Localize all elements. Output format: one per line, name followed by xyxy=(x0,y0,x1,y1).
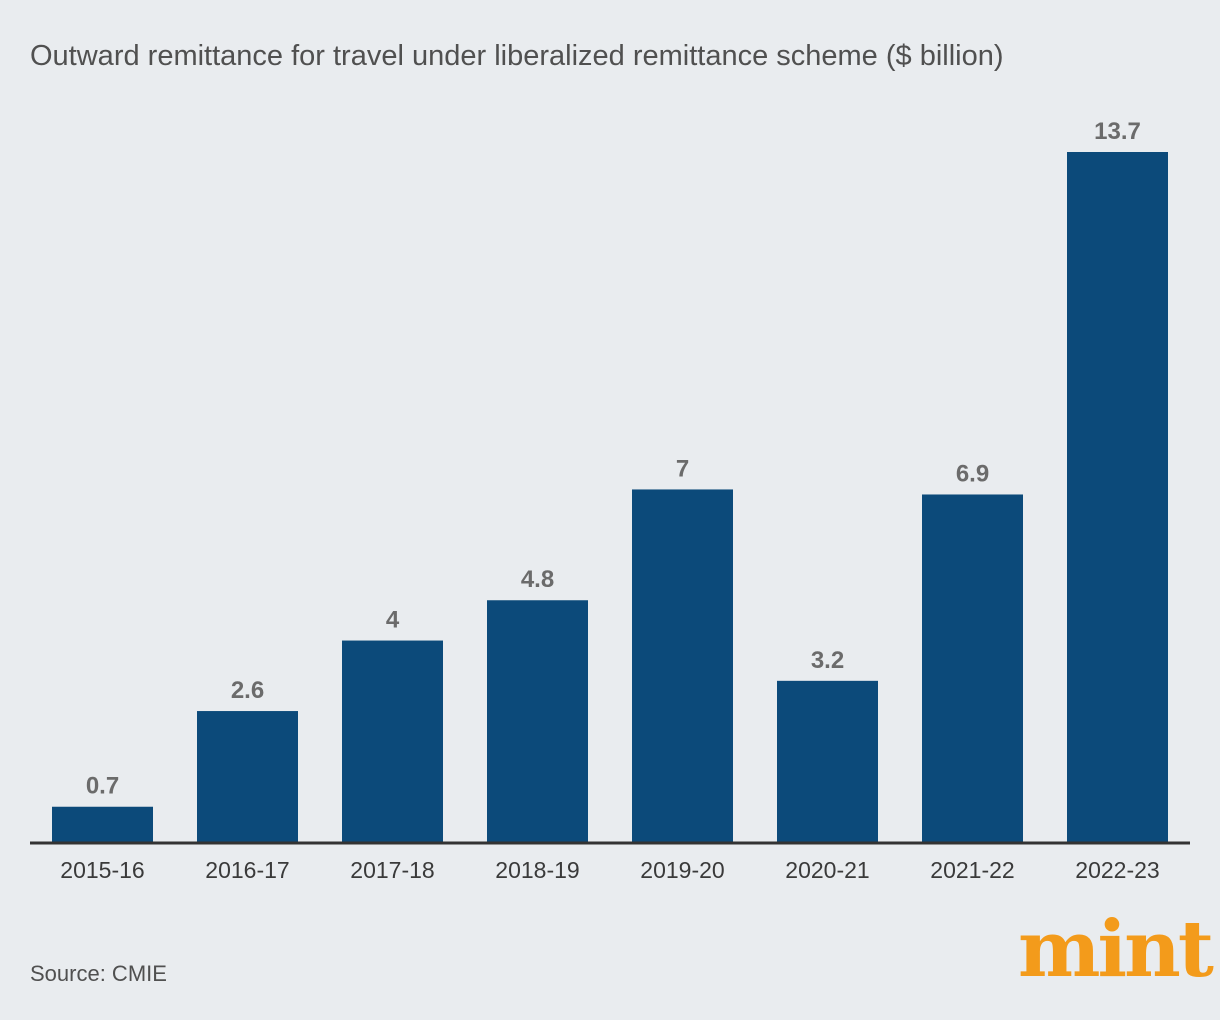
x-tick-label: 2016-17 xyxy=(205,857,289,883)
value-label: 4.8 xyxy=(521,566,554,593)
mint-logo: mint xyxy=(1018,904,1214,995)
bar-2021-22 xyxy=(922,494,1023,842)
value-label: 2.6 xyxy=(231,677,264,704)
x-tick-label: 2022-23 xyxy=(1075,857,1159,883)
x-tick-label: 2020-21 xyxy=(785,857,869,883)
bar-2016-17 xyxy=(197,711,298,842)
chart-title: Outward remittance for travel under libe… xyxy=(30,40,1004,72)
bar-2018-19 xyxy=(487,600,588,842)
value-label: 4 xyxy=(386,607,400,634)
x-tick-label: 2018-19 xyxy=(495,857,579,883)
value-label: 3.2 xyxy=(811,647,844,674)
x-tick-label: 2017-18 xyxy=(350,857,434,883)
value-label: 13.7 xyxy=(1094,118,1141,145)
bar-2022-23 xyxy=(1067,152,1168,842)
value-label: 0.7 xyxy=(86,773,119,800)
bar-2019-20 xyxy=(632,489,733,842)
x-tick-label: 2021-22 xyxy=(930,857,1014,883)
bar-2017-18 xyxy=(342,640,443,842)
x-tick-label: 2019-20 xyxy=(640,857,724,883)
bar-chart: 0.7 2015-16 2.6 2016-17 4 2017-18 4.8 2018-19 7 2… xyxy=(30,118,1190,883)
x-tick-label: 2015-16 xyxy=(60,857,144,883)
value-label: 7 xyxy=(676,455,689,482)
source-note: Source: CMIE xyxy=(30,961,167,986)
bar-2020-21 xyxy=(777,680,878,842)
bar-2015-16 xyxy=(52,806,153,842)
value-label: 6.9 xyxy=(956,460,989,487)
